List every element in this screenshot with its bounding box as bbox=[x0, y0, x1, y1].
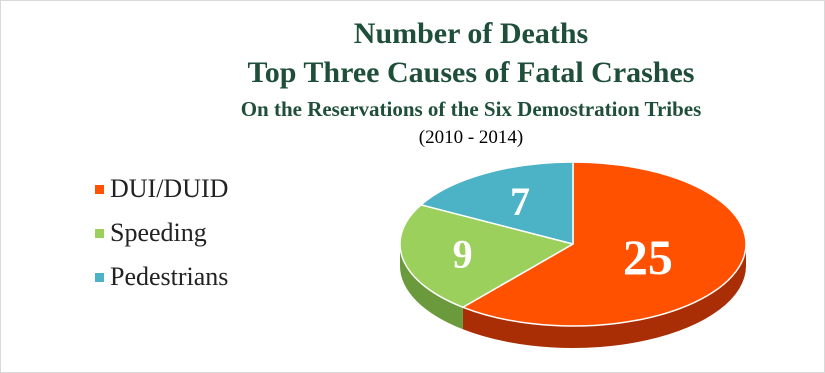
legend-swatch-speeding bbox=[95, 228, 104, 238]
data-label-speeding: 9 bbox=[453, 232, 473, 277]
legend-item-dui: DUI/DUID bbox=[95, 167, 228, 211]
data-label-pedestrians: 7 bbox=[510, 179, 530, 224]
pie-slice-pedestrians bbox=[420, 161, 574, 245]
chart-subtitle-2: On the Reservations of the Six Demostrat… bbox=[240, 97, 702, 121]
legend-item-pedestrians: Pedestrians bbox=[95, 255, 228, 299]
legend-label-speeding: Speeding bbox=[110, 218, 207, 247]
pie-slice-dui bbox=[462, 161, 747, 327]
pie-side-speeding bbox=[400, 244, 463, 330]
legend-swatch-dui bbox=[95, 184, 104, 194]
pie-side-dui bbox=[462, 244, 746, 348]
legend-label-pedestrians: Pedestrians bbox=[110, 262, 229, 291]
chart-period: (2010 - 2014) bbox=[418, 127, 524, 148]
chart-subtitle: Top Three Causes of Fatal Crashes bbox=[247, 56, 695, 89]
data-label-dui: 25 bbox=[623, 229, 673, 285]
legend-label-dui: DUI/DUID bbox=[110, 174, 229, 203]
chart-title: Number of Deaths bbox=[353, 17, 589, 50]
pie-slice-speeding bbox=[399, 204, 574, 309]
chart-legend: DUI/DUID Speeding Pedestrians bbox=[95, 167, 228, 299]
legend-item-speeding: Speeding bbox=[95, 211, 228, 255]
legend-swatch-pedestrians bbox=[95, 272, 104, 282]
